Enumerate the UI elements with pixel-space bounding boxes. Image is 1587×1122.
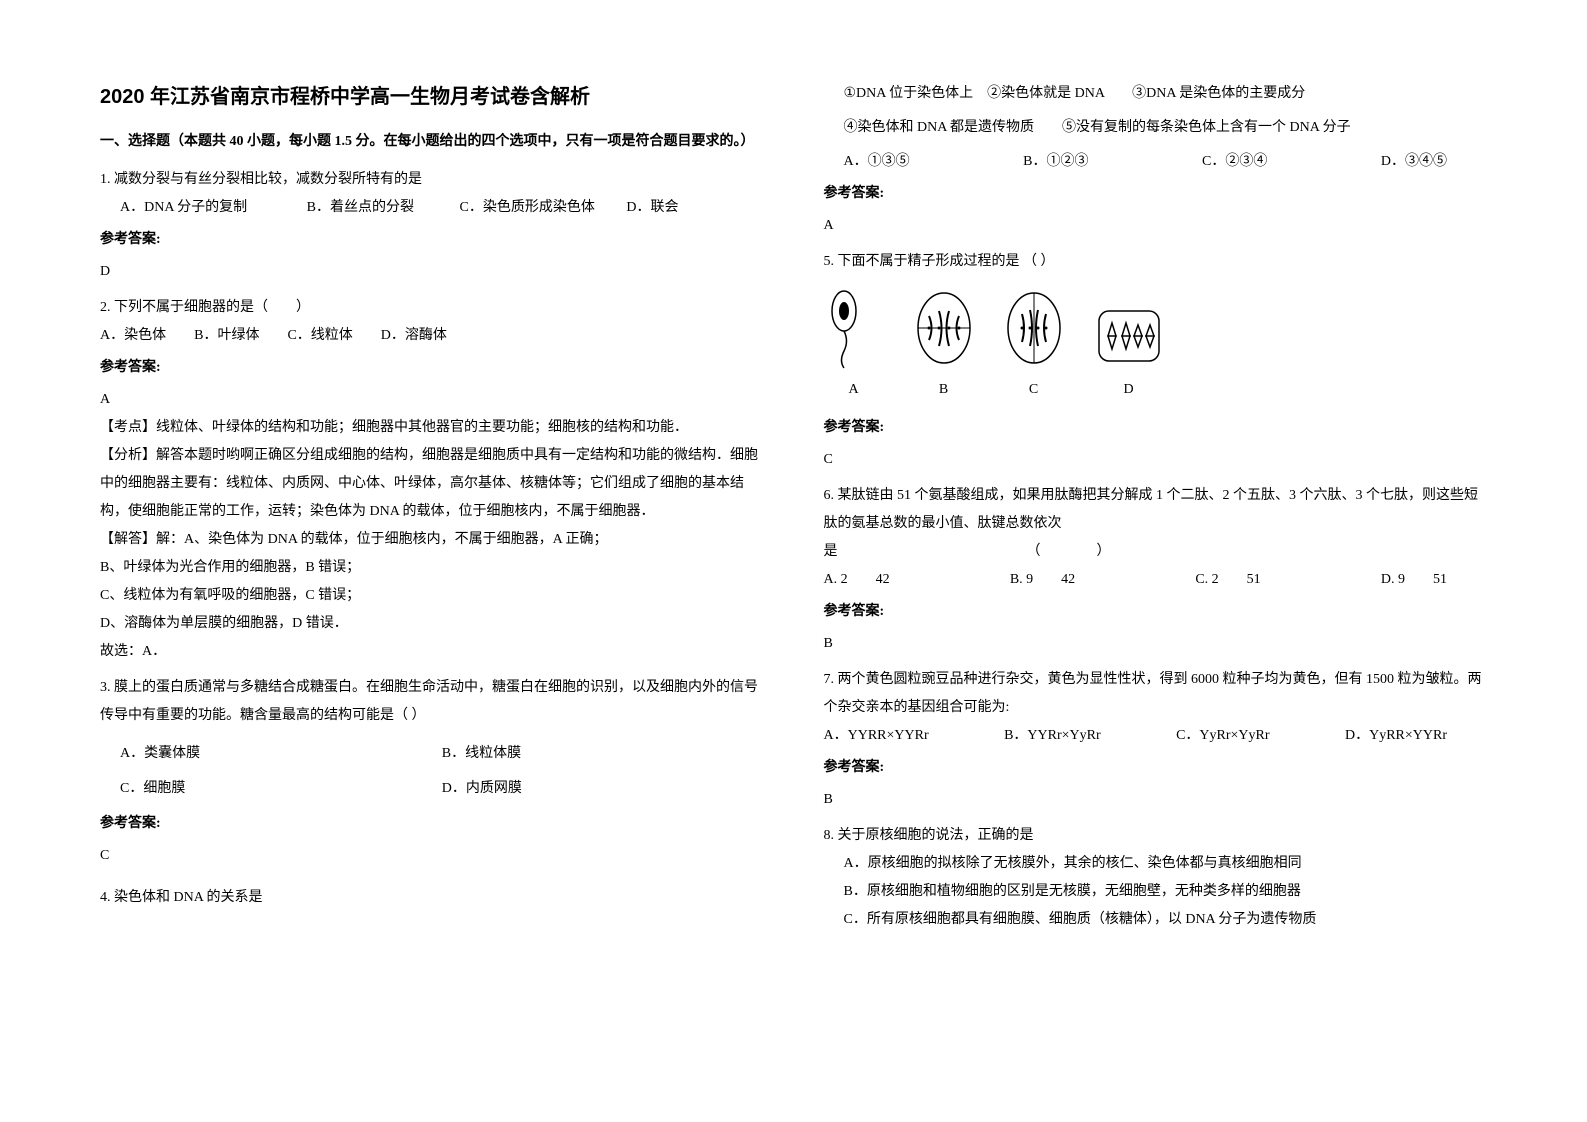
q5-answer: C xyxy=(824,446,1488,474)
right-column: ①DNA 位于染色体上 ②染色体就是 DNA ③DNA 是染色体的主要成分 ④染… xyxy=(824,80,1488,1072)
q1-text: 1. 减数分裂与有丝分裂相比较，减数分裂所特有的是 xyxy=(100,166,764,194)
section-1-header: 一、选择题（本题共 40 小题，每小题 1.5 分。在每小题给出的四个选项中，只… xyxy=(100,129,764,154)
cell-D-icon xyxy=(1094,301,1164,371)
cell-B-icon xyxy=(914,286,974,371)
q6-answer: B xyxy=(824,630,1488,658)
q3-optD: D．内质网膜 xyxy=(442,771,764,806)
q1-optB: B．着丝点的分裂 xyxy=(307,200,414,215)
q3-text: 3. 膜上的蛋白质通常与多糖结合成糖蛋白。在细胞生命活动中，糖蛋白在细胞的识别，… xyxy=(100,674,764,730)
q1-optD: D．联会 xyxy=(626,200,678,215)
diagram-D: D xyxy=(1094,301,1164,404)
q3-answer-label: 参考答案: xyxy=(100,810,764,838)
q7-options: A．YYRR×YYRr B．YYRr×YyRr C．YyRr×YyRr D．Yy… xyxy=(824,722,1488,750)
q6-answer-label: 参考答案: xyxy=(824,598,1488,626)
q1-optC: C．染色质形成染色体 xyxy=(460,200,595,215)
q3-options-2: C．细胞膜 D．内质网膜 xyxy=(100,771,764,806)
q7-optC: C．YyRr×YyRr xyxy=(1176,722,1269,750)
left-column: 2020 年江苏省南京市程桥中学高一生物月考试卷含解析 一、选择题（本题共 40… xyxy=(100,80,764,1072)
q2-answer-label: 参考答案: xyxy=(100,354,764,382)
question-4-cont: ①DNA 位于染色体上 ②染色体就是 DNA ③DNA 是染色体的主要成分 ④染… xyxy=(824,80,1488,240)
q2-exp5: C、线粒体为有氧呼吸的细胞器，C 错误； xyxy=(100,582,764,610)
q6-optA: A. 2 42 xyxy=(824,566,890,594)
q8-optA: A．原核细胞的拟核除了无核膜外，其余的核仁、染色体都与真核细胞相同 xyxy=(824,850,1488,878)
q2-exp4: B、叶绿体为光合作用的细胞器，B 错误； xyxy=(100,554,764,582)
question-2: 2. 下列不属于细胞器的是（ ） A．染色体 B．叶绿体 C．线粒体 D．溶酶体… xyxy=(100,294,764,666)
q3-optB: B．线粒体膜 xyxy=(442,736,764,771)
q3-answer: C xyxy=(100,842,764,870)
q6-optC: C. 2 51 xyxy=(1195,566,1260,594)
q5-text: 5. 下面不属于精子形成过程的是 （ ） xyxy=(824,248,1488,276)
q3-optA: A．类囊体膜 xyxy=(100,736,442,771)
question-8: 8. 关于原核细胞的说法，正确的是 A．原核细胞的拟核除了无核膜外，其余的核仁、… xyxy=(824,822,1488,934)
q4-optC: C．②③④ xyxy=(1202,148,1267,176)
q1-options: A．DNA 分子的复制 B．着丝点的分裂 C．染色质形成染色体 D．联会 xyxy=(100,194,764,222)
q7-text: 7. 两个黄色圆粒豌豆品种进行杂交，黄色为显性性状，得到 6000 粒种子均为黄… xyxy=(824,666,1488,722)
q4-optD: D．③④⑤ xyxy=(1381,148,1447,176)
q6-text: 6. 某肽链由 51 个氨基酸组成，如果用肽酶把其分解成 1 个二肽、2 个五肽… xyxy=(824,482,1488,538)
q7-optD: D．YyRR×YYRr xyxy=(1345,722,1447,750)
question-1: 1. 减数分裂与有丝分裂相比较，减数分裂所特有的是 A．DNA 分子的复制 B．… xyxy=(100,166,764,286)
q4-optB: B．①②③ xyxy=(1023,148,1088,176)
q5-answer-label: 参考答案: xyxy=(824,414,1488,442)
q4-line1: ①DNA 位于染色体上 ②染色体就是 DNA ③DNA 是染色体的主要成分 xyxy=(824,80,1488,108)
diagram-B-label: B xyxy=(939,376,948,404)
question-6: 6. 某肽链由 51 个氨基酸组成，如果用肽酶把其分解成 1 个二肽、2 个五肽… xyxy=(824,482,1488,658)
q2-text: 2. 下列不属于细胞器的是（ ） xyxy=(100,294,764,322)
cell-C-icon xyxy=(1004,286,1064,371)
diagram-A-label: A xyxy=(848,376,858,404)
exam-title: 2020 年江苏省南京市程桥中学高一生物月考试卷含解析 xyxy=(100,80,764,109)
q2-exp7: 故选：A． xyxy=(100,638,764,666)
q2-exp2: 【分析】解答本题时哟啊正确区分组成细胞的结构，细胞器是细胞质中具有一定结构和功能… xyxy=(100,442,764,526)
q3-options: A．类囊体膜 B．线粒体膜 xyxy=(100,736,764,771)
question-7: 7. 两个黄色圆粒豌豆品种进行杂交，黄色为显性性状，得到 6000 粒种子均为黄… xyxy=(824,666,1488,814)
q7-optA: A．YYRR×YYRr xyxy=(824,722,929,750)
q4-answer: A xyxy=(824,212,1488,240)
diagram-C: C xyxy=(1004,286,1064,404)
q2-options: A．染色体 B．叶绿体 C．线粒体 D．溶酶体 xyxy=(100,322,764,350)
q6-optB: B. 9 42 xyxy=(1010,566,1075,594)
q1-optA: A．DNA 分子的复制 xyxy=(120,200,247,215)
q7-optB: B．YYRr×YyRr xyxy=(1004,722,1101,750)
q4-optA: A．①③⑤ xyxy=(844,148,910,176)
q6-options: A. 2 42 B. 9 42 C. 2 51 D. 9 51 xyxy=(824,566,1488,594)
q4-answer-label: 参考答案: xyxy=(824,180,1488,208)
q8-optB: B．原核细胞和植物细胞的区别是无核膜，无细胞壁，无种类多样的细胞器 xyxy=(824,878,1488,906)
diagram-B: B xyxy=(914,286,974,404)
diagram-C-label: C xyxy=(1029,376,1038,404)
q6-text2: 是 （ ） xyxy=(824,538,1488,566)
q4-options: A．①③⑤ B．①②③ C．②③④ D．③④⑤ xyxy=(824,148,1488,176)
q4-text: 4. 染色体和 DNA 的关系是 xyxy=(100,884,764,912)
q5-diagrams: A B xyxy=(824,286,1488,404)
diagram-A: A xyxy=(824,286,884,404)
question-4: 4. 染色体和 DNA 的关系是 xyxy=(100,884,764,912)
q3-optC: C．细胞膜 xyxy=(100,771,442,806)
question-5: 5. 下面不属于精子形成过程的是 （ ） A xyxy=(824,248,1488,474)
q2-exp3: 【解答】解：A、染色体为 DNA 的载体，位于细胞核内，不属于细胞器，A 正确； xyxy=(100,526,764,554)
q1-answer-label: 参考答案: xyxy=(100,226,764,254)
q1-answer: D xyxy=(100,258,764,286)
sperm-cell-icon xyxy=(824,286,884,371)
q2-answer: A xyxy=(100,386,764,414)
diagram-D-label: D xyxy=(1123,376,1133,404)
q7-answer-label: 参考答案: xyxy=(824,754,1488,782)
q2-exp6: D、溶酶体为单层膜的细胞器，D 错误． xyxy=(100,610,764,638)
q4-line2: ④染色体和 DNA 都是遗传物质 ⑤没有复制的每条染色体上含有一个 DNA 分子 xyxy=(824,114,1488,142)
question-3: 3. 膜上的蛋白质通常与多糖结合成糖蛋白。在细胞生命活动中，糖蛋白在细胞的识别，… xyxy=(100,674,764,870)
q7-answer: B xyxy=(824,786,1488,814)
q8-optC: C．所有原核细胞都具有细胞膜、细胞质（核糖体），以 DNA 分子为遗传物质 xyxy=(824,906,1488,934)
q6-optD: D. 9 51 xyxy=(1381,566,1447,594)
q2-exp1: 【考点】线粒体、叶绿体的结构和功能；细胞器中其他器官的主要功能；细胞核的结构和功… xyxy=(100,414,764,442)
q8-text: 8. 关于原核细胞的说法，正确的是 xyxy=(824,822,1488,850)
